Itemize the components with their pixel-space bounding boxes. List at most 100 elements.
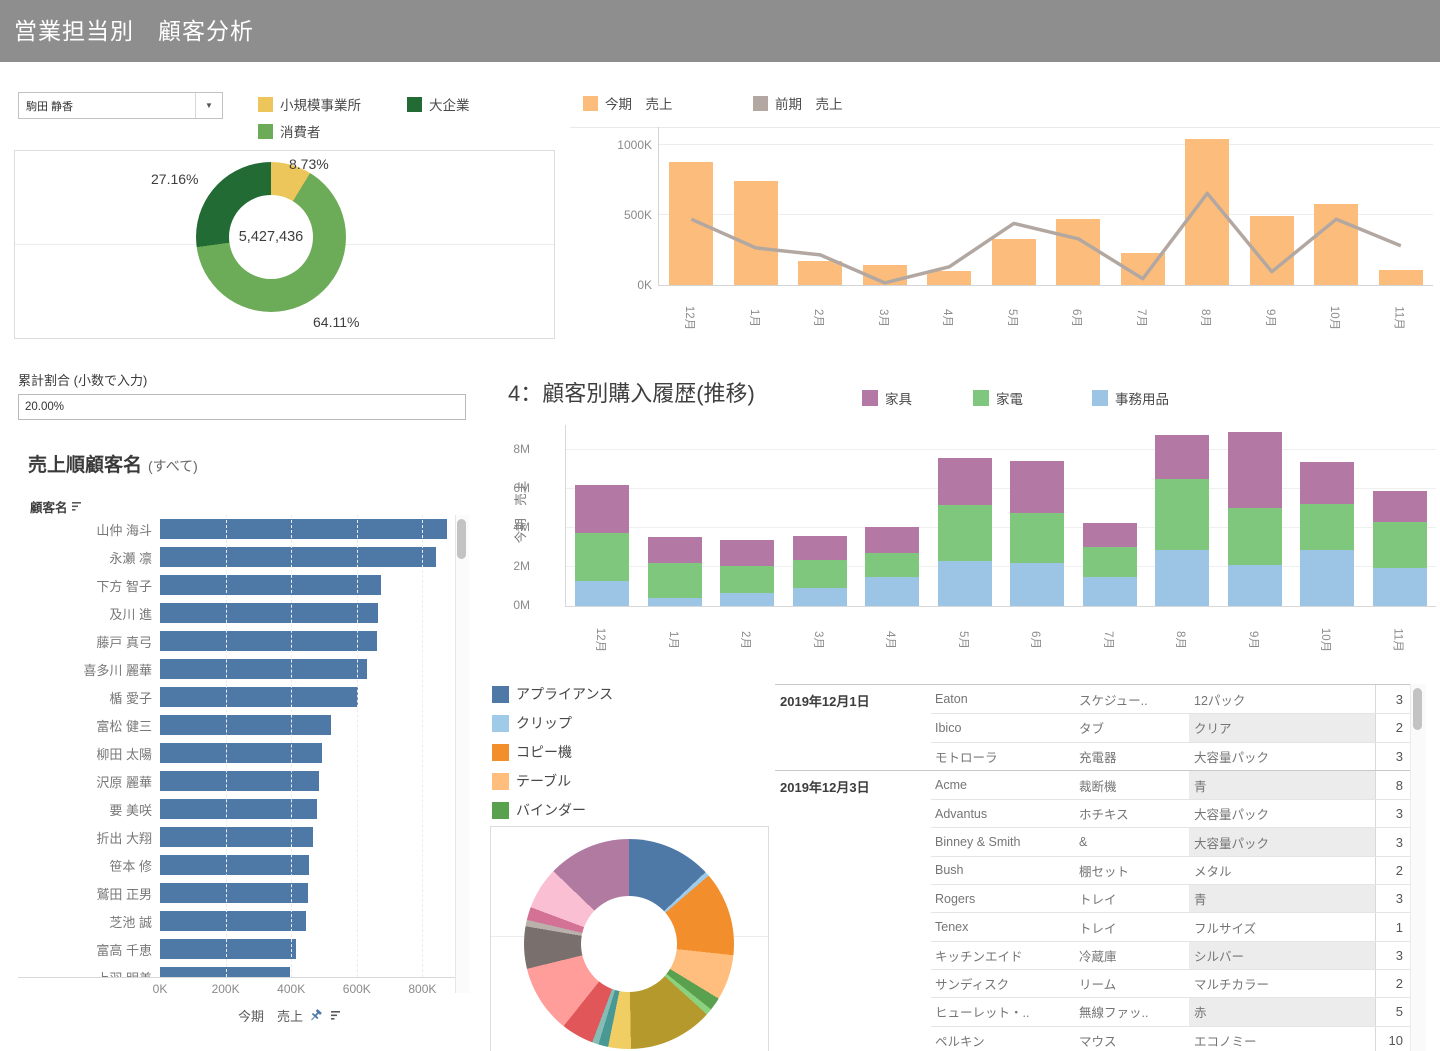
stack-segment[interactable]: [1082, 523, 1137, 547]
customer-chart-title-text: 売上順顧客名: [28, 455, 143, 476]
stack-segment[interactable]: [1227, 432, 1282, 508]
stack-segment[interactable]: [1010, 563, 1065, 606]
table-row[interactable]: Bush 棚セット メタル 2: [931, 855, 1410, 885]
stack-segment[interactable]: [865, 576, 920, 606]
chevron-down-icon[interactable]: ▼: [195, 93, 222, 118]
stack-segment[interactable]: [1227, 565, 1282, 606]
customer-bar[interactable]: [160, 519, 447, 539]
cumulative-ratio-label: 累計割合 (小数で入力): [18, 373, 148, 388]
stack-segment[interactable]: [1010, 513, 1065, 564]
monthly-sales-bar[interactable]: [927, 271, 972, 285]
customer-scrollbar[interactable]: [455, 515, 469, 993]
customer-bar[interactable]: [160, 631, 377, 651]
stack-segment[interactable]: [865, 553, 920, 577]
stack-segment[interactable]: [1155, 435, 1210, 480]
customer-bar[interactable]: [160, 771, 320, 791]
customer-bar[interactable]: [160, 575, 382, 595]
customer-scrollbar-thumb[interactable]: [457, 519, 466, 559]
table-row[interactable]: ヒューレット・.. 無線ファッ.. 赤 5: [931, 997, 1410, 1026]
stack-segment[interactable]: [1372, 491, 1427, 523]
monthly-sales-bar[interactable]: [798, 261, 843, 285]
stack-segment[interactable]: [1300, 461, 1355, 504]
monthly-sales-bar[interactable]: [1378, 270, 1423, 285]
stack-segment[interactable]: [575, 485, 630, 533]
cell-vendor: Tenex: [935, 920, 969, 935]
table-scrollbar-thumb[interactable]: [1413, 688, 1422, 730]
table-row[interactable]: Rogers トレイ 青 3: [931, 884, 1410, 913]
month-label: 9月: [1263, 309, 1276, 327]
stack-segment[interactable]: [1010, 460, 1065, 514]
stack-segment[interactable]: [1372, 522, 1427, 568]
stack-segment[interactable]: [647, 598, 702, 606]
stack-segment[interactable]: [937, 504, 992, 562]
customer-bar[interactable]: [160, 743, 323, 763]
monthly-sales-bar[interactable]: [1056, 219, 1101, 285]
table-row[interactable]: ペルキン マウス エコノミー 10: [931, 1025, 1410, 1051]
stack-segment[interactable]: [1227, 507, 1282, 565]
customer-column-header[interactable]: 顧客名: [30, 497, 84, 516]
customer-bar[interactable]: [160, 855, 310, 875]
table-row[interactable]: サンディスク リーム マルチカラー 2: [931, 968, 1410, 998]
axis-tick: 600K: [342, 982, 371, 996]
monthly-sales-bar[interactable]: [991, 238, 1036, 285]
stack-segment[interactable]: [575, 532, 630, 581]
month-slot: 4月: [916, 292, 981, 344]
legend-swatch: [407, 96, 422, 112]
month-slot: 6月: [1045, 292, 1110, 344]
stack-segment[interactable]: [1155, 549, 1210, 606]
axis-tick: 200K: [211, 982, 240, 996]
customer-row: 下方 智子: [18, 571, 455, 599]
cell-quantity: 3: [1375, 742, 1410, 770]
customer-bar[interactable]: [160, 939, 297, 959]
customer-bar[interactable]: [160, 603, 379, 623]
stack-segment[interactable]: [1372, 568, 1427, 606]
customer-bar[interactable]: [160, 687, 359, 707]
sort-descending-icon[interactable]: [71, 501, 84, 512]
table-row[interactable]: Ibico タブ クリア 2: [931, 713, 1410, 742]
stack-segment[interactable]: [1300, 503, 1355, 550]
table-row[interactable]: モトローラ 充電器 大容量パック 3: [931, 741, 1410, 770]
customer-bar[interactable]: [160, 715, 331, 735]
stack-segment[interactable]: [575, 580, 630, 606]
stack-segment[interactable]: [647, 536, 702, 564]
stack-segment[interactable]: [647, 563, 702, 599]
customer-bar[interactable]: [160, 799, 318, 819]
sort-icon[interactable]: [331, 1010, 343, 1021]
stack-segment[interactable]: [1082, 576, 1137, 606]
stack-segment[interactable]: [1082, 546, 1137, 577]
monthly-sales-bar[interactable]: [1249, 215, 1294, 285]
table-scrollbar[interactable]: [1410, 684, 1426, 1051]
pin-icon[interactable]: [310, 1008, 324, 1023]
table-row[interactable]: Advantus ホチキス 大容量パック 3: [931, 799, 1410, 828]
stack-segment[interactable]: [865, 527, 920, 554]
cell-vendor: Eaton: [935, 692, 968, 707]
stack-segment[interactable]: [792, 560, 847, 588]
customer-bar[interactable]: [160, 911, 306, 931]
customer-name: 笹本 修: [109, 858, 152, 874]
customer-bar[interactable]: [160, 547, 436, 567]
stack-segment[interactable]: [720, 566, 775, 594]
table-row[interactable]: Eaton スケジュー.. 12パック 3: [931, 685, 1410, 714]
table-row[interactable]: Tenex トレイ フルサイズ 1: [931, 912, 1410, 941]
table-row[interactable]: Acme 裁断機 青 8: [931, 770, 1410, 800]
customer-bar[interactable]: [160, 967, 290, 977]
stack-segment[interactable]: [720, 593, 775, 606]
monthly-sales-bar[interactable]: [669, 161, 714, 285]
monthly-sales-bar[interactable]: [1314, 203, 1359, 285]
customer-bar[interactable]: [160, 827, 313, 847]
sales-rep-dropdown[interactable]: 駒田 静香 ▼: [18, 92, 223, 119]
stack-segment[interactable]: [792, 535, 847, 561]
customer-bar[interactable]: [160, 659, 367, 679]
stack-segment[interactable]: [1300, 549, 1355, 606]
stack-segment[interactable]: [937, 561, 992, 606]
monthly-sales-bar[interactable]: [733, 181, 778, 285]
table-row[interactable]: キッチンエイド 冷蔵庫 シルバー 3: [931, 940, 1410, 969]
stack-segment[interactable]: [720, 539, 775, 566]
customer-bar[interactable]: [160, 883, 308, 903]
cumulative-ratio-input[interactable]: [18, 394, 466, 420]
customer-name: 楯 愛子: [109, 690, 152, 706]
stack-segment[interactable]: [937, 457, 992, 505]
stack-segment[interactable]: [1155, 479, 1210, 550]
table-row[interactable]: Binney & Smith & 大容量パック 3: [931, 827, 1410, 856]
stack-segment[interactable]: [792, 587, 847, 606]
